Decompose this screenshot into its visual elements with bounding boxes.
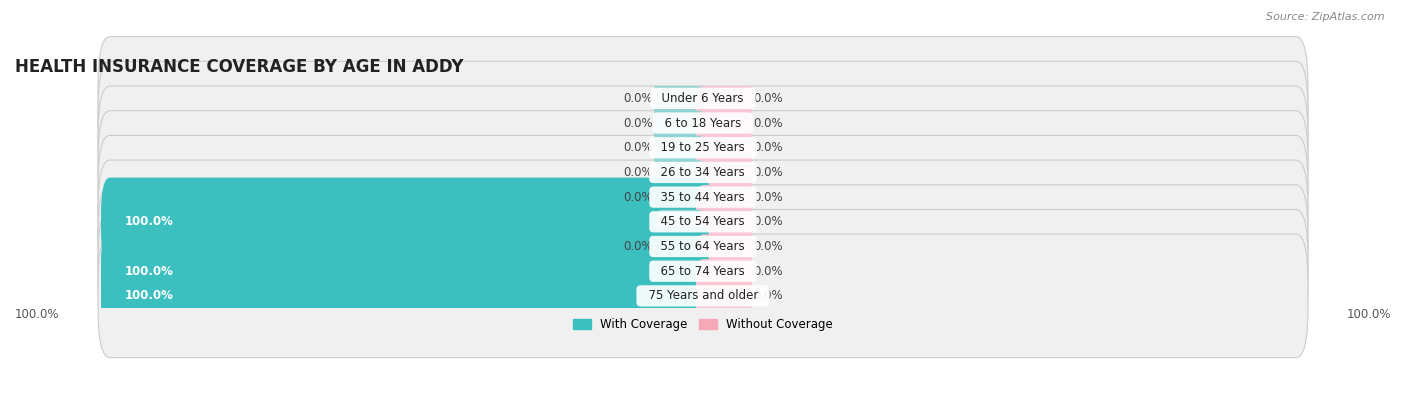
Text: 100.0%: 100.0% (15, 308, 59, 321)
FancyBboxPatch shape (98, 37, 1308, 160)
FancyBboxPatch shape (696, 185, 752, 259)
FancyBboxPatch shape (101, 178, 711, 266)
Text: 45 to 54 Years: 45 to 54 Years (654, 215, 752, 228)
Text: 0.0%: 0.0% (754, 240, 783, 253)
Text: 35 to 44 Years: 35 to 44 Years (654, 190, 752, 204)
Text: Source: ZipAtlas.com: Source: ZipAtlas.com (1267, 12, 1385, 22)
Text: 100.0%: 100.0% (125, 215, 173, 228)
FancyBboxPatch shape (98, 210, 1308, 333)
FancyBboxPatch shape (98, 61, 1308, 185)
Text: 0.0%: 0.0% (754, 92, 783, 105)
FancyBboxPatch shape (696, 234, 752, 308)
Text: 0.0%: 0.0% (623, 117, 652, 129)
FancyBboxPatch shape (98, 111, 1308, 234)
Text: 100.0%: 100.0% (125, 265, 173, 278)
FancyBboxPatch shape (98, 135, 1308, 259)
FancyBboxPatch shape (696, 136, 752, 209)
Text: 0.0%: 0.0% (754, 117, 783, 129)
FancyBboxPatch shape (654, 61, 710, 135)
FancyBboxPatch shape (696, 160, 752, 234)
FancyBboxPatch shape (654, 136, 710, 209)
FancyBboxPatch shape (696, 61, 752, 135)
FancyBboxPatch shape (101, 227, 711, 315)
FancyBboxPatch shape (654, 86, 710, 160)
FancyBboxPatch shape (654, 160, 710, 234)
FancyBboxPatch shape (696, 111, 752, 185)
Text: 0.0%: 0.0% (623, 240, 652, 253)
FancyBboxPatch shape (696, 86, 752, 160)
Text: Under 6 Years: Under 6 Years (655, 92, 751, 105)
FancyBboxPatch shape (696, 210, 752, 283)
FancyBboxPatch shape (696, 259, 752, 333)
Text: 55 to 64 Years: 55 to 64 Years (654, 240, 752, 253)
Text: 0.0%: 0.0% (754, 265, 783, 278)
Text: 19 to 25 Years: 19 to 25 Years (654, 141, 752, 154)
Text: 0.0%: 0.0% (623, 166, 652, 179)
FancyBboxPatch shape (654, 210, 710, 283)
Text: 0.0%: 0.0% (623, 190, 652, 204)
Legend: With Coverage, Without Coverage: With Coverage, Without Coverage (568, 313, 838, 336)
Text: 100.0%: 100.0% (1347, 308, 1391, 321)
Text: 0.0%: 0.0% (754, 190, 783, 204)
FancyBboxPatch shape (101, 251, 711, 340)
Text: 0.0%: 0.0% (754, 166, 783, 179)
Text: 0.0%: 0.0% (623, 141, 652, 154)
FancyBboxPatch shape (654, 111, 710, 185)
Text: 0.0%: 0.0% (623, 92, 652, 105)
Text: 6 to 18 Years: 6 to 18 Years (657, 117, 749, 129)
FancyBboxPatch shape (98, 234, 1308, 358)
Text: 100.0%: 100.0% (125, 289, 173, 303)
FancyBboxPatch shape (98, 185, 1308, 308)
Text: 75 Years and older: 75 Years and older (641, 289, 765, 303)
Text: 0.0%: 0.0% (754, 289, 783, 303)
Text: 65 to 74 Years: 65 to 74 Years (654, 265, 752, 278)
Text: 0.0%: 0.0% (754, 215, 783, 228)
Text: 0.0%: 0.0% (754, 141, 783, 154)
FancyBboxPatch shape (98, 86, 1308, 210)
Text: 26 to 34 Years: 26 to 34 Years (654, 166, 752, 179)
Text: HEALTH INSURANCE COVERAGE BY AGE IN ADDY: HEALTH INSURANCE COVERAGE BY AGE IN ADDY (15, 58, 464, 76)
FancyBboxPatch shape (98, 160, 1308, 283)
